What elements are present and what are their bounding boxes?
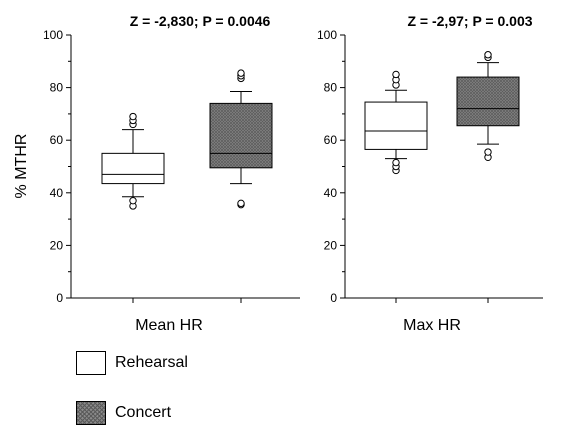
box-rehearsal — [101, 152, 165, 185]
outlier-point-rehearsal — [392, 70, 400, 79]
y-tick-label: 40 — [50, 186, 64, 200]
chart-title-max-hr: Z = -2,97; P = 0.003 — [407, 13, 532, 29]
y-tick-label: 20 — [324, 238, 338, 252]
box-concert — [209, 102, 273, 169]
y-tick-label: 60 — [324, 133, 338, 147]
outlier-point-rehearsal — [129, 196, 137, 205]
outlier-point-concert — [484, 148, 492, 156]
plot-area-max-hr: 0 20 40 60 80 100 — [317, 28, 543, 305]
chart-title-mean-hr: Z = -2,830; P = 0.0046 — [130, 13, 271, 29]
box-concert — [456, 76, 520, 127]
legend-label-concert: Concert — [115, 404, 172, 421]
plot-area-mean-hr: 0 20 40 60 80 100 — [43, 28, 300, 305]
outlier-point-rehearsal — [392, 158, 400, 167]
y-tick-label: 80 — [50, 81, 64, 95]
y-tick-label: 60 — [50, 133, 64, 147]
y-axis-label: % MTHR — [13, 134, 30, 199]
outlier-point-concert — [237, 199, 245, 208]
legend-item-concert: Concert — [76, 401, 171, 425]
y-tick-label: 40 — [324, 186, 338, 200]
box-rehearsal — [364, 101, 428, 150]
y-tick-label: 100 — [317, 28, 337, 42]
y-tick-label: 20 — [50, 238, 64, 252]
legend-swatch-rehearsal — [76, 351, 106, 375]
outlier-point-concert — [237, 69, 245, 77]
x-axis-label-max-hr: Max HR — [403, 317, 461, 334]
outlier-point-rehearsal — [129, 112, 137, 121]
legend-item-rehearsal: Rehearsal — [76, 351, 188, 375]
y-tick-label: 0 — [330, 291, 337, 305]
outlier-point-concert — [484, 51, 492, 59]
legend-label-rehearsal: Rehearsal — [115, 354, 188, 371]
legend-swatch-concert — [76, 401, 106, 425]
y-tick-label: 0 — [56, 291, 63, 305]
y-tick-label: 100 — [43, 28, 63, 42]
x-axis-label-mean-hr: Mean HR — [135, 317, 203, 334]
y-tick-label: 80 — [324, 81, 338, 95]
